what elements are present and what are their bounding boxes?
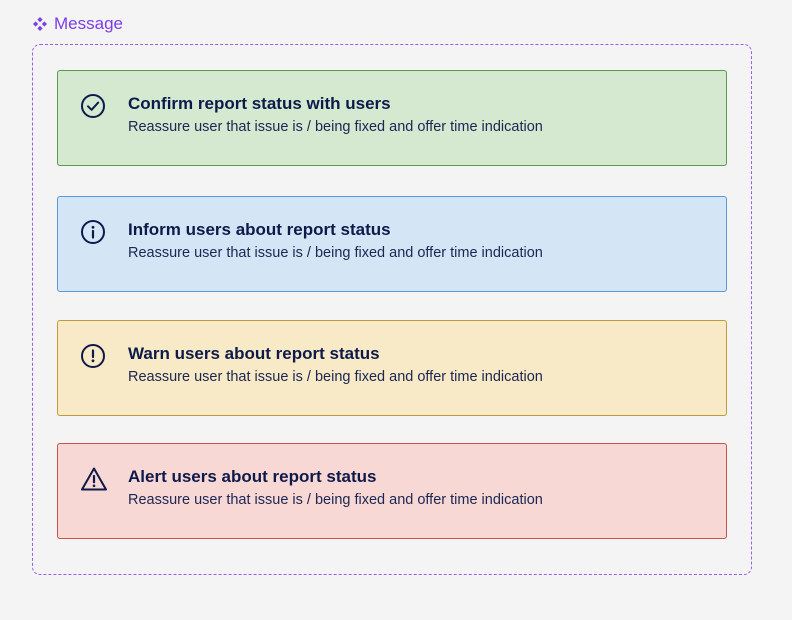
component-name: Message — [54, 14, 123, 33]
exclamation-circle-icon — [80, 343, 106, 369]
message-body: Reassure user that issue is / being fixe… — [128, 245, 543, 261]
message-body: Reassure user that issue is / being fixe… — [128, 369, 543, 385]
message-warning[interactable]: Warn users about report status Reassure … — [57, 320, 727, 416]
message-title: Warn users about report status — [128, 344, 380, 363]
message-info[interactable]: Inform users about report status Reassur… — [57, 196, 727, 292]
message-title: Inform users about report status — [128, 220, 391, 239]
message-body: Reassure user that issue is / being fixe… — [128, 492, 543, 508]
message-success[interactable]: Confirm report status with users Reassur… — [57, 70, 727, 166]
component-diamond-icon — [32, 16, 48, 32]
message-body: Reassure user that issue is / being fixe… — [128, 119, 543, 135]
warning-triangle-icon — [80, 466, 107, 492]
message-title: Confirm report status with users — [128, 94, 391, 113]
message-title: Alert users about report status — [128, 467, 377, 486]
check-circle-icon — [80, 93, 106, 119]
info-circle-icon — [80, 219, 106, 245]
component-label[interactable]: Message — [32, 13, 123, 35]
message-danger[interactable]: Alert users about report status Reassure… — [57, 443, 727, 539]
component-frame — [32, 44, 752, 575]
